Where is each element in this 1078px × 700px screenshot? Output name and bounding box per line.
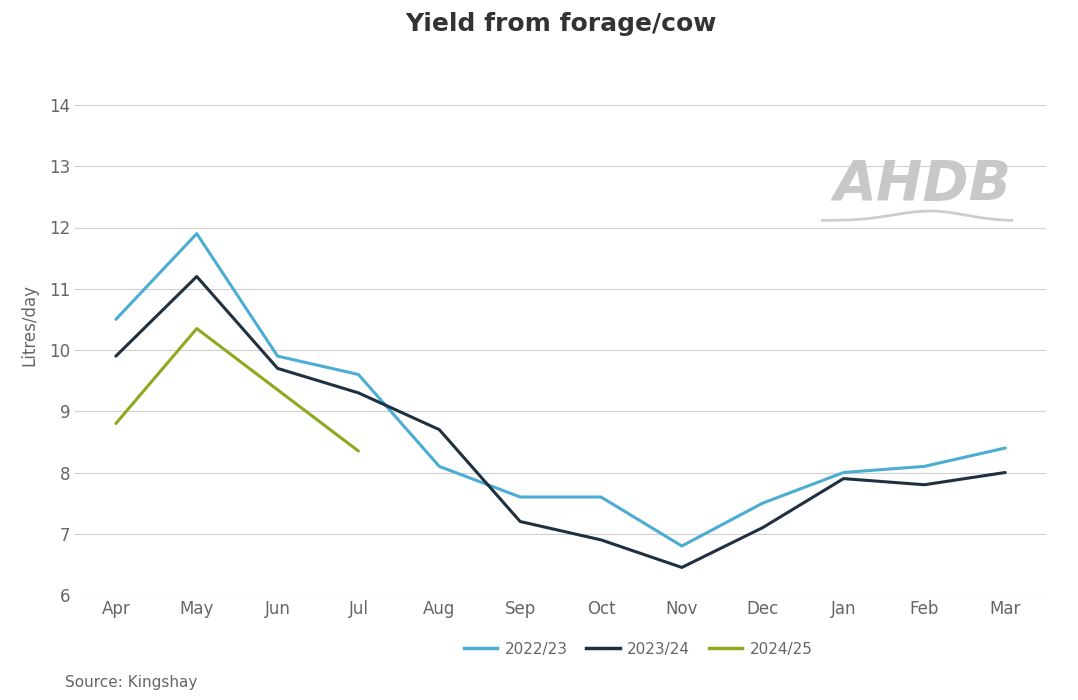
2024/25 <box>191 324 204 332</box>
2022/23 <box>110 315 123 323</box>
2023/24 <box>513 517 526 526</box>
Legend: 2022/23, 2023/24, 2024/25: 2022/23, 2023/24, 2024/25 <box>457 636 819 663</box>
2022/23 <box>837 468 849 477</box>
2022/23 <box>191 230 204 238</box>
2022/23 <box>998 444 1011 452</box>
2022/23 <box>513 493 526 501</box>
Text: AHDB: AHDB <box>833 158 1012 212</box>
2023/24 <box>351 389 364 397</box>
2023/24 <box>110 352 123 361</box>
Y-axis label: Litres/day: Litres/day <box>20 284 38 367</box>
2022/23 <box>432 462 446 470</box>
2024/25 <box>110 419 123 428</box>
Text: Source: Kingshay: Source: Kingshay <box>65 675 197 690</box>
2023/24 <box>918 480 931 489</box>
2023/24 <box>191 272 204 281</box>
2023/24 <box>998 468 1011 477</box>
2023/24 <box>432 426 446 434</box>
2024/25 <box>351 447 364 455</box>
2022/23 <box>918 462 931 470</box>
2023/24 <box>837 475 849 483</box>
2023/24 <box>272 364 285 372</box>
2022/23 <box>272 352 285 361</box>
Line: 2022/23: 2022/23 <box>116 234 1005 546</box>
2023/24 <box>675 564 688 572</box>
Line: 2024/25: 2024/25 <box>116 328 358 451</box>
Title: Yield from forage/cow: Yield from forage/cow <box>405 12 716 36</box>
2023/24 <box>595 536 608 544</box>
Line: 2023/24: 2023/24 <box>116 276 1005 568</box>
2022/23 <box>675 542 688 550</box>
2022/23 <box>595 493 608 501</box>
2022/23 <box>756 499 769 508</box>
2023/24 <box>756 524 769 532</box>
2022/23 <box>351 370 364 379</box>
